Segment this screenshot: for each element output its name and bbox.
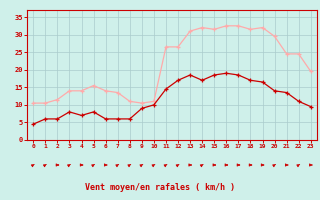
Text: Vent moyen/en rafales ( km/h ): Vent moyen/en rafales ( km/h ) (85, 183, 235, 192)
